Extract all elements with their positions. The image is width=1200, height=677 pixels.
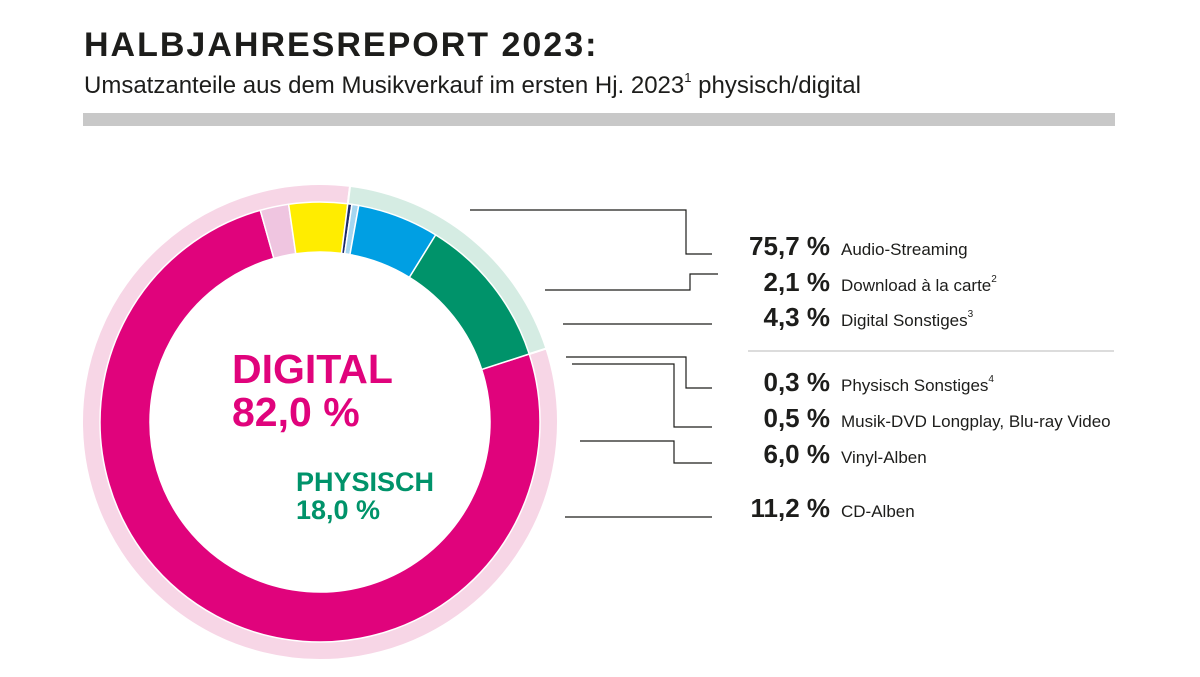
leader-line-physisch-sonstiges bbox=[566, 356, 712, 389]
legend-value: 2,1 % bbox=[763, 267, 831, 297]
legend-item: 4,3 % Digital Sonstiges3 bbox=[712, 302, 974, 332]
legend-value: 11,2 % bbox=[750, 493, 830, 523]
legend-footnote: 3 bbox=[967, 309, 974, 321]
legend-value: 0,5 % bbox=[763, 403, 831, 433]
chart-subtitle: Umsatzanteile aus dem Musikverkauf im er… bbox=[84, 70, 861, 100]
title-rule bbox=[83, 113, 1115, 126]
physisch-group-label: PHYSISCH 18,0 % bbox=[296, 468, 434, 525]
legend-value: 4,3 % bbox=[763, 302, 831, 332]
legend-item: 0,3 % Physisch Sonstiges4 bbox=[712, 367, 994, 397]
physisch-group-name: PHYSISCH bbox=[296, 467, 435, 497]
legend-value: 75,7 % bbox=[749, 231, 830, 261]
legend-footnote: 4 bbox=[988, 374, 994, 386]
legend-label: Digital Sonstiges3 bbox=[841, 309, 974, 330]
slice-digital-sonstiges bbox=[287, 201, 349, 255]
legend-label: Download à la carte2 bbox=[841, 274, 997, 295]
leader-line-download-la-carte bbox=[545, 273, 718, 291]
digital-group-label: DIGITAL 82,0 % bbox=[232, 346, 393, 436]
legend-item: 2,1 % Download à la carte2 bbox=[712, 267, 997, 297]
legend-label: CD-Alben bbox=[841, 502, 915, 521]
chart-title: HALBJAHRESREPORT 2023: bbox=[84, 26, 599, 64]
legend-value: 0,3 % bbox=[763, 367, 831, 397]
legend-label: Vinyl-Alben bbox=[841, 448, 927, 467]
legend-item: 0,5 % Musik-DVD Longplay, Blu-ray Video bbox=[712, 403, 1111, 433]
slice-audio-streaming bbox=[99, 209, 541, 643]
physisch-group-value: 18,0 % bbox=[296, 495, 381, 526]
legend-item: 11,2 % CD-Alben bbox=[712, 493, 915, 523]
legend-label: Musik-DVD Longplay, Blu-ray Video bbox=[841, 412, 1111, 431]
digital-group-name: DIGITAL bbox=[232, 346, 393, 392]
subtitle-footnote: 1 bbox=[684, 70, 692, 85]
leader-line-audio-streaming bbox=[470, 209, 712, 255]
slice-cd-alben bbox=[408, 233, 531, 371]
legend-item: 75,7 % Audio-Streaming bbox=[712, 231, 968, 261]
legend-label: Physisch Sonstiges4 bbox=[841, 374, 994, 395]
digital-group-value: 82,0 % bbox=[232, 389, 360, 436]
legend-value: 6,0 % bbox=[763, 439, 831, 469]
legend-label: Audio-Streaming bbox=[841, 240, 968, 259]
subtitle-end: physisch/digital bbox=[691, 72, 861, 99]
leader-line-musik-dvd-longplay-blu-ray-video bbox=[572, 363, 712, 428]
legend-footnote: 2 bbox=[991, 274, 997, 286]
legend-item: 6,0 % Vinyl-Alben bbox=[712, 439, 927, 469]
subtitle-text: Umsatzanteile aus dem Musikverkauf im er… bbox=[84, 72, 685, 99]
leader-line-vinyl-alben bbox=[580, 440, 712, 464]
